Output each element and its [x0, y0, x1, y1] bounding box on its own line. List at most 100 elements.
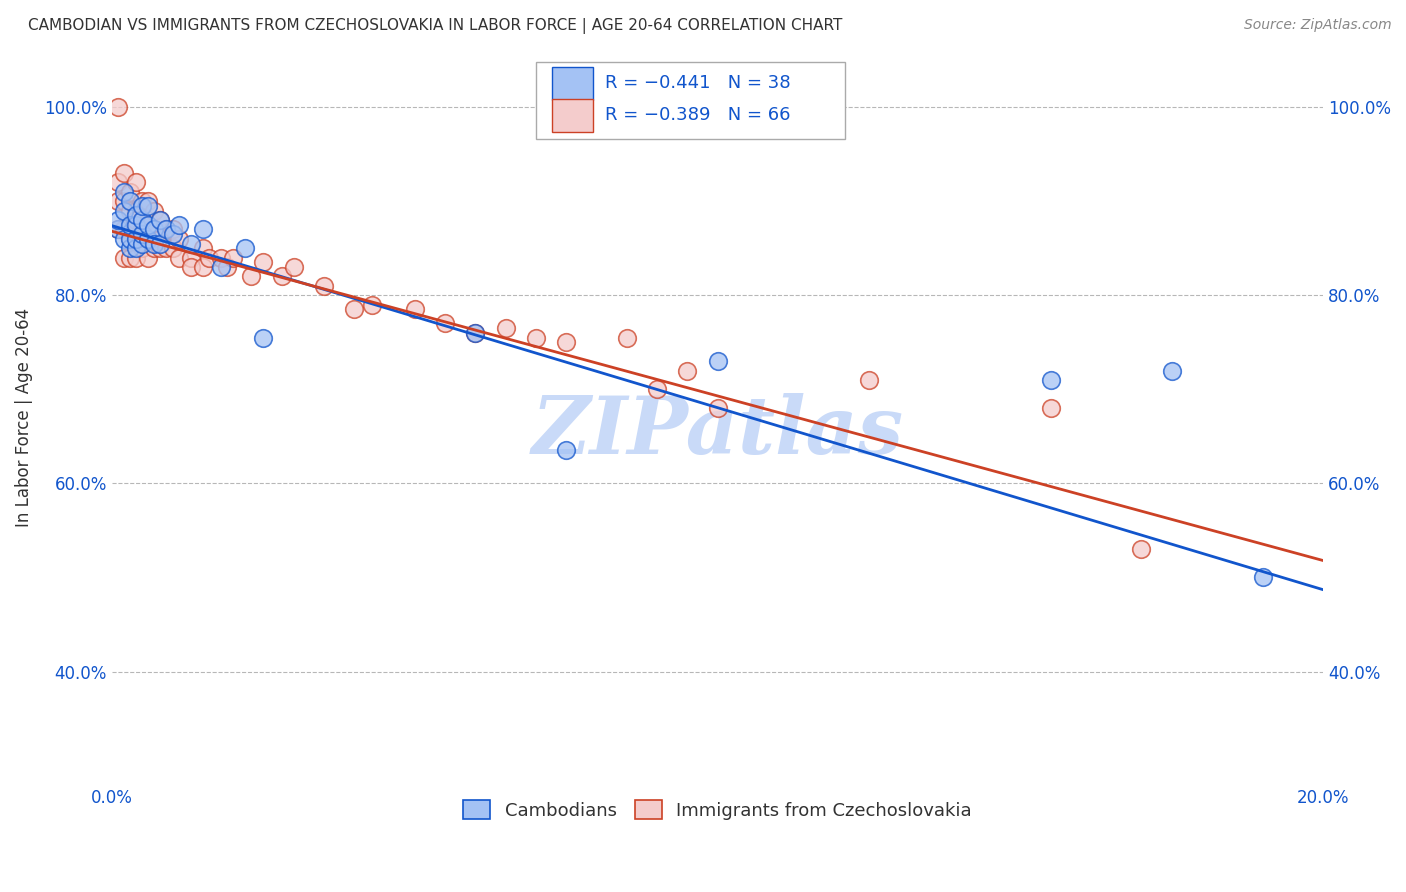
- Point: [107, 222, 129, 236]
- Point: [112, 251, 135, 265]
- Text: ZIPatlas: ZIPatlas: [531, 393, 904, 471]
- Point: [120, 218, 142, 232]
- Point: [112, 185, 135, 199]
- Point: [131, 213, 153, 227]
- Point: [270, 269, 292, 284]
- Point: [131, 194, 153, 209]
- Point: [167, 232, 190, 246]
- Point: [125, 251, 148, 265]
- Point: [136, 199, 159, 213]
- Point: [107, 213, 129, 227]
- Point: [125, 213, 148, 227]
- Point: [143, 222, 166, 236]
- Point: [131, 241, 153, 255]
- FancyBboxPatch shape: [551, 67, 593, 100]
- Point: [215, 260, 238, 274]
- Point: [143, 236, 166, 251]
- Point: [107, 194, 129, 209]
- Point: [125, 218, 148, 232]
- Point: [136, 232, 159, 246]
- Point: [191, 260, 214, 274]
- Point: [143, 241, 166, 255]
- Text: R = −0.389   N = 66: R = −0.389 N = 66: [605, 106, 790, 124]
- Point: [131, 222, 153, 236]
- Point: [125, 208, 148, 222]
- Point: [155, 222, 177, 236]
- Point: [676, 363, 699, 377]
- Point: [120, 222, 142, 236]
- Point: [120, 185, 142, 199]
- Point: [312, 278, 335, 293]
- Point: [434, 317, 457, 331]
- Point: [131, 236, 153, 251]
- Point: [120, 251, 142, 265]
- Point: [180, 260, 202, 274]
- Point: [131, 213, 153, 227]
- Point: [198, 251, 221, 265]
- Point: [404, 302, 426, 317]
- Point: [149, 213, 172, 227]
- Point: [120, 203, 142, 218]
- Point: [131, 199, 153, 213]
- Point: [120, 232, 142, 246]
- Point: [143, 203, 166, 218]
- Point: [120, 241, 142, 255]
- Point: [125, 203, 148, 218]
- Point: [464, 326, 486, 340]
- Point: [112, 222, 135, 236]
- Text: Source: ZipAtlas.com: Source: ZipAtlas.com: [1244, 18, 1392, 32]
- Point: [1039, 373, 1062, 387]
- Point: [524, 330, 547, 344]
- Point: [167, 251, 190, 265]
- Point: [162, 241, 184, 255]
- Point: [233, 241, 256, 255]
- Point: [131, 227, 153, 241]
- Point: [180, 236, 202, 251]
- Point: [1160, 363, 1182, 377]
- Point: [252, 330, 274, 344]
- Point: [1039, 401, 1062, 416]
- Point: [107, 175, 129, 189]
- Point: [107, 100, 129, 114]
- Point: [149, 232, 172, 246]
- Point: [343, 302, 366, 317]
- Point: [155, 241, 177, 255]
- Point: [107, 222, 129, 236]
- Point: [136, 213, 159, 227]
- Point: [706, 354, 728, 368]
- Point: [125, 241, 148, 255]
- Point: [125, 232, 148, 246]
- Point: [162, 222, 184, 236]
- Point: [143, 222, 166, 236]
- Point: [252, 255, 274, 269]
- Point: [283, 260, 305, 274]
- Point: [209, 251, 232, 265]
- Point: [112, 194, 135, 209]
- Point: [209, 260, 232, 274]
- Point: [858, 373, 880, 387]
- Point: [149, 236, 172, 251]
- Point: [361, 298, 384, 312]
- Point: [555, 335, 578, 350]
- Text: R = −0.441   N = 38: R = −0.441 N = 38: [605, 74, 790, 92]
- Point: [495, 321, 517, 335]
- Point: [222, 251, 245, 265]
- Point: [112, 232, 135, 246]
- Legend: Cambodians, Immigrants from Czechoslovakia: Cambodians, Immigrants from Czechoslovak…: [456, 793, 979, 827]
- Point: [180, 251, 202, 265]
- Point: [155, 222, 177, 236]
- Point: [112, 166, 135, 180]
- Point: [616, 330, 638, 344]
- Point: [125, 175, 148, 189]
- Point: [1130, 542, 1153, 557]
- Point: [167, 218, 190, 232]
- Point: [149, 241, 172, 255]
- FancyBboxPatch shape: [536, 62, 845, 139]
- Point: [240, 269, 263, 284]
- Point: [120, 194, 142, 209]
- Point: [136, 194, 159, 209]
- Point: [136, 251, 159, 265]
- Point: [555, 443, 578, 458]
- Point: [120, 232, 142, 246]
- Text: CAMBODIAN VS IMMIGRANTS FROM CZECHOSLOVAKIA IN LABOR FORCE | AGE 20-64 CORRELATI: CAMBODIAN VS IMMIGRANTS FROM CZECHOSLOVA…: [28, 18, 842, 34]
